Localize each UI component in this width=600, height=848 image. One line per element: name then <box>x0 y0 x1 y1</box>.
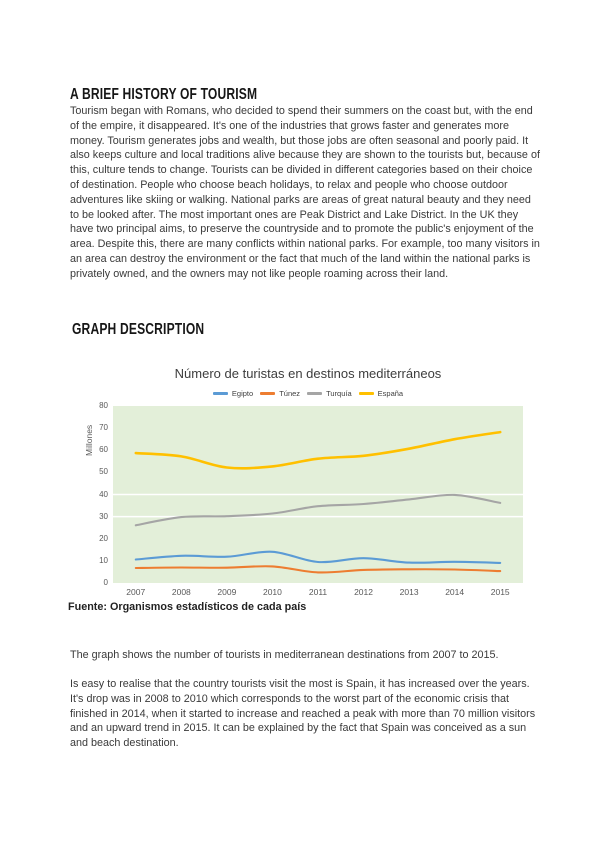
x-tick-2009: 2009 <box>217 587 237 597</box>
section-heading-graph-description-text: GRAPH DESCRIPTION <box>72 321 205 338</box>
y-tick-70: 70 <box>99 423 108 433</box>
y-tick-20: 20 <box>99 533 108 543</box>
legend-item-turquia: Turquía <box>307 389 352 398</box>
y-tick-0: 0 <box>103 578 108 587</box>
chart-title: Número de turistas en destinos mediterrá… <box>174 366 442 381</box>
chart: Número de turistas en destinos mediterrá… <box>78 360 538 608</box>
legend-item-egipto: Egipto <box>212 389 254 398</box>
x-tick-2011: 2011 <box>308 587 328 597</box>
x-tick-2010: 2010 <box>262 587 282 597</box>
y-tick-50: 50 <box>99 467 108 477</box>
section-heading-graph-description: GRAPH DESCRIPTION <box>72 313 242 341</box>
chart-legend: Egipto Túnez Turquía España <box>78 389 538 398</box>
legend-label-espana: España <box>377 389 404 398</box>
legend-swatch-turquia <box>307 392 323 395</box>
y-tick-30: 30 <box>99 511 108 521</box>
y-tick-40: 40 <box>99 489 108 499</box>
legend-label-tunez: Túnez <box>279 389 301 398</box>
x-tick-2014: 2014 <box>445 587 465 597</box>
y-tick-60: 60 <box>99 445 108 455</box>
x-tick-2008: 2008 <box>171 587 191 597</box>
series-line-espana <box>134 430 502 470</box>
legend-label-egipto: Egipto <box>231 389 254 398</box>
series-line-turquia <box>134 493 502 527</box>
legend-swatch-espana <box>358 392 374 395</box>
x-tick-2013: 2013 <box>399 587 419 597</box>
section-heading-history: A BRIEF HISTORY OF TOURISM <box>70 70 310 107</box>
x-tick-2012: 2012 <box>354 587 373 597</box>
x-tick-2007: 2007 <box>126 587 146 597</box>
x-tick-2015: 2015 <box>490 587 510 597</box>
y-tick-10: 10 <box>99 555 108 565</box>
chart-source-note: Fuente: Organismos estadísticos de cada … <box>68 601 307 613</box>
graph-summary-paragraph: The graph shows the number of tourists i… <box>70 649 499 661</box>
legend-label-turquia: Turquía <box>326 389 352 398</box>
legend-item-tunez: Túnez <box>260 389 300 398</box>
legend-swatch-egipto <box>212 392 228 395</box>
chart-plot-area <box>113 406 523 583</box>
series-line-egipto <box>134 550 502 564</box>
legend-swatch-tunez <box>260 392 276 395</box>
legend-item-espana: España <box>358 389 404 398</box>
y-tick-80: 80 <box>99 401 108 410</box>
graph-analysis-paragraph: Is easy to realise that the country tour… <box>70 678 536 750</box>
section-heading-history-text: A BRIEF HISTORY OF TOURISM <box>70 86 258 103</box>
series-line-tunez <box>134 565 502 574</box>
history-paragraph: Tourism began with Romans, who decided t… <box>70 105 540 280</box>
